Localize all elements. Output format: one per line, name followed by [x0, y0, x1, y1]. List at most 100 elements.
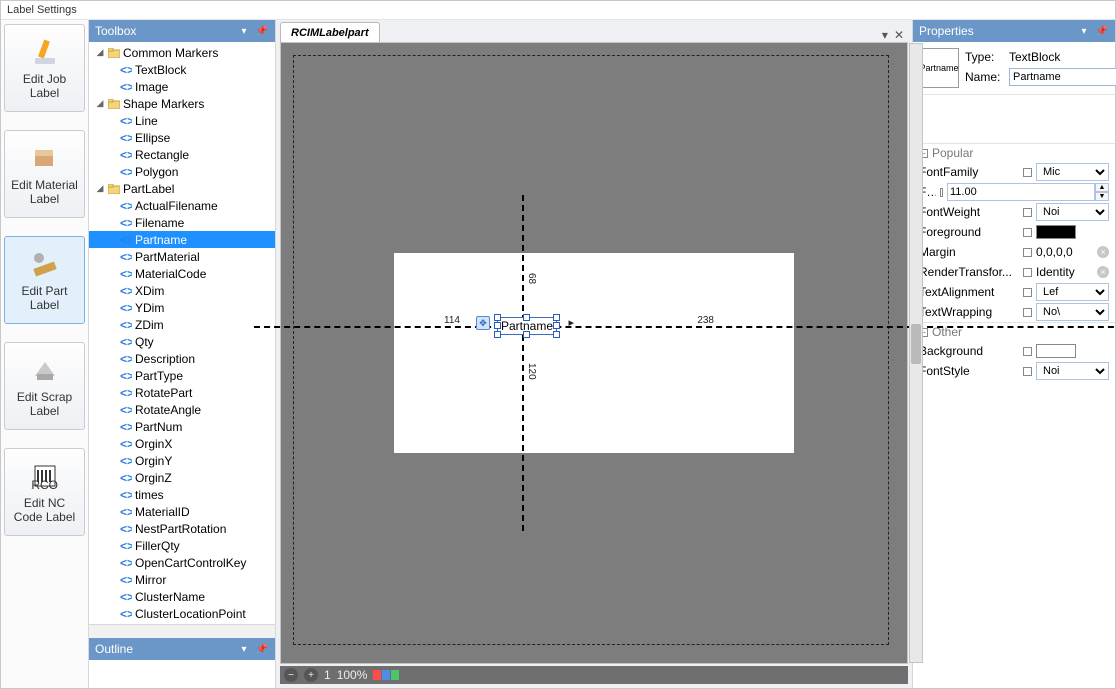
outline-pin-icon[interactable]: 📌	[255, 642, 269, 656]
tree-item[interactable]: <>Image	[89, 78, 275, 95]
tree-item[interactable]: <>PartNum	[89, 418, 275, 435]
rail-button-edit-part[interactable]: Edit Part Label	[4, 236, 85, 324]
tree-item[interactable]: <>Description	[89, 350, 275, 367]
canvas-vscroll[interactable]	[909, 43, 923, 663]
tree-item[interactable]: <>ClusterName	[89, 588, 275, 605]
properties-pin-icon[interactable]: 📌	[1095, 24, 1109, 38]
move-grip-icon[interactable]: ✥	[476, 316, 490, 330]
tree-item[interactable]: <>ClusterLocationPoint	[89, 605, 275, 622]
tree-item[interactable]: <>OpenCartControlKey	[89, 554, 275, 571]
tab-dropdown-icon[interactable]: ▾	[882, 28, 888, 42]
tree-item[interactable]: <>Ellipse	[89, 129, 275, 146]
tree-item[interactable]: <>Filename	[89, 214, 275, 231]
rail-button-edit-job[interactable]: Edit Job Label	[4, 24, 85, 112]
resize-handle[interactable]	[553, 331, 560, 338]
tree-item[interactable]: <>PartMaterial	[89, 248, 275, 265]
properties-dropdown-icon[interactable]: ▾	[1077, 24, 1091, 38]
tree-item[interactable]: <>PartType	[89, 367, 275, 384]
element-icon: <>	[119, 506, 133, 518]
resize-handle[interactable]	[553, 314, 560, 321]
tree-item[interactable]: <>OrginY	[89, 452, 275, 469]
tree-item[interactable]: <>Partname	[89, 231, 275, 248]
tree-item[interactable]: <>OrginZ	[89, 469, 275, 486]
property-row: FontStyleNoi	[919, 361, 1109, 381]
tree-item[interactable]: <>Rectangle	[89, 146, 275, 163]
color-swatch[interactable]	[1036, 344, 1076, 358]
clear-icon[interactable]: ×	[1097, 246, 1109, 258]
rail-button-label: Edit Job Label	[9, 72, 80, 100]
spin-down-icon[interactable]: ▼	[1095, 192, 1109, 201]
toolbox-pin-icon[interactable]: 📌	[255, 24, 269, 38]
property-preview: Partname	[919, 48, 959, 88]
resize-handle[interactable]	[553, 322, 560, 329]
property-checkbox[interactable]	[1023, 347, 1032, 356]
tree-item[interactable]: <>Polygon	[89, 163, 275, 180]
zoom-out-icon[interactable]: −	[284, 668, 298, 682]
property-checkbox[interactable]	[1023, 168, 1032, 177]
resize-handle[interactable]	[494, 331, 501, 338]
property-checkbox[interactable]	[1023, 268, 1032, 277]
resize-handle[interactable]	[523, 331, 530, 338]
spin-up-icon[interactable]: ▲	[1095, 183, 1109, 192]
rail-button-edit-scrap[interactable]: Edit Scrap Label	[4, 342, 85, 430]
ruler-icon[interactable]	[373, 669, 399, 681]
tree-item[interactable]: <>RotateAngle	[89, 401, 275, 418]
svg-text:<>: <>	[120, 303, 132, 313]
property-select[interactable]: Noi	[1036, 203, 1109, 221]
property-select[interactable]: Lef	[1036, 283, 1109, 301]
property-select[interactable]: Noi	[1036, 362, 1109, 380]
tree-item[interactable]: <>MaterialID	[89, 503, 275, 520]
outline-dropdown-icon[interactable]: ▾	[237, 642, 251, 656]
property-checkbox[interactable]	[1023, 308, 1032, 317]
tree-item[interactable]: <>Line	[89, 112, 275, 129]
tree-group[interactable]: ◢PartLabel	[89, 180, 275, 197]
resize-handle[interactable]	[523, 314, 530, 321]
twisty-icon[interactable]: ◢	[95, 183, 105, 194]
tree-item[interactable]: <>Mirror	[89, 571, 275, 588]
tree-item[interactable]: <>FillerQty	[89, 537, 275, 554]
tree-group[interactable]: ◢Common Markers	[89, 44, 275, 61]
section-other-header[interactable]: − Other	[913, 322, 1115, 341]
property-checkbox[interactable]	[1023, 248, 1032, 257]
tree-item[interactable]: <>MaterialCode	[89, 265, 275, 282]
tree-item[interactable]: <>XDim	[89, 282, 275, 299]
tree-item[interactable]: <>Qty	[89, 333, 275, 350]
svg-text:<>: <>	[120, 354, 132, 364]
toolbox-hscroll[interactable]	[89, 624, 275, 638]
tree-item[interactable]: <>times	[89, 486, 275, 503]
tree-item[interactable]: <>OrginX	[89, 435, 275, 452]
document-tab[interactable]: RCIMLabelpart	[280, 22, 380, 42]
label-paper[interactable]: 114 238 68 120 Partname	[394, 253, 794, 453]
flip-icon[interactable]: ▸	[569, 316, 575, 329]
color-swatch[interactable]	[1036, 225, 1076, 239]
property-spin-input[interactable]	[947, 183, 1095, 201]
tree-group[interactable]: ◢Shape Markers	[89, 95, 275, 112]
tree-item[interactable]: <>TextBlock	[89, 61, 275, 78]
name-input[interactable]	[1009, 68, 1116, 86]
resize-handle[interactable]	[494, 314, 501, 321]
property-select[interactable]: No\	[1036, 303, 1109, 321]
tree-item[interactable]: <>NestPartRotation	[89, 520, 275, 537]
twisty-icon[interactable]: ◢	[95, 98, 105, 109]
property-select[interactable]: Mic	[1036, 163, 1109, 181]
resize-handle[interactable]	[494, 322, 501, 329]
property-checkbox[interactable]	[1023, 208, 1032, 217]
tree-item[interactable]: <>ActualFilename	[89, 197, 275, 214]
rail-button-edit-nc[interactable]: BARCODEEdit NC Code Label	[4, 448, 85, 536]
tree-item[interactable]: <>YDim	[89, 299, 275, 316]
tree-item[interactable]: <>ZDim	[89, 316, 275, 333]
twisty-icon[interactable]: ◢	[95, 47, 105, 58]
canvas[interactable]: 114 238 68 120 Partname	[280, 42, 908, 664]
tree-item[interactable]: <>RotatePart	[89, 384, 275, 401]
property-checkbox[interactable]	[940, 188, 943, 197]
placed-textblock[interactable]: Partname ✥ ▸	[497, 317, 557, 335]
toolbox-dropdown-icon[interactable]: ▾	[237, 24, 251, 38]
clear-icon[interactable]: ×	[1097, 266, 1109, 278]
property-checkbox[interactable]	[1023, 367, 1032, 376]
section-popular-header[interactable]: − Popular	[913, 143, 1115, 162]
zoom-in-icon[interactable]: +	[304, 668, 318, 682]
property-checkbox[interactable]	[1023, 288, 1032, 297]
rail-button-edit-material[interactable]: Edit Material Label	[4, 130, 85, 218]
property-checkbox[interactable]	[1023, 228, 1032, 237]
tab-close-icon[interactable]: ✕	[894, 28, 904, 42]
